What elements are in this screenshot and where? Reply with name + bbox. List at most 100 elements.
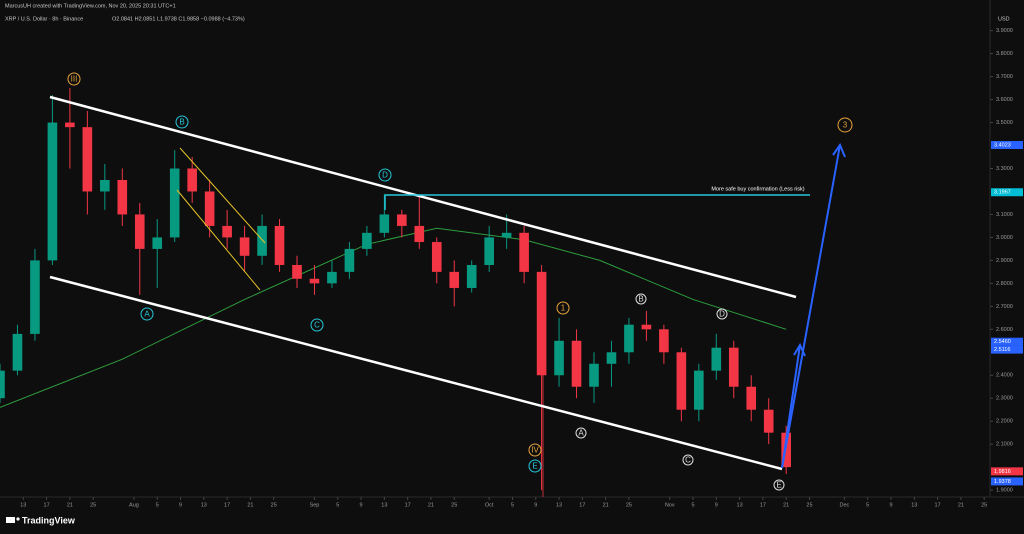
wedge-line — [179, 147, 266, 244]
x-tick-label: 25 — [806, 502, 812, 508]
logo[interactable]: TradingView — [6, 515, 76, 525]
wave-label: E — [532, 462, 537, 471]
x-tick-label: 17 — [935, 502, 941, 508]
x-tick-label: 21 — [603, 502, 609, 508]
price-label: 3.1967 — [994, 190, 1011, 196]
note: More safe buy confirmation (Less risk) — [711, 186, 804, 192]
candle-body — [711, 347, 722, 371]
candle-body — [100, 179, 110, 192]
wave-circle — [556, 301, 570, 315]
y-tick-label: 3.9000 — [996, 28, 1013, 34]
y-tick-label: 3.8000 — [996, 51, 1013, 57]
x-tick-label: 5 — [511, 502, 514, 508]
x-tick-label: Nov — [665, 502, 675, 508]
x-tick-label: 5 — [336, 502, 339, 508]
currency: USD — [998, 16, 1010, 22]
wave-label: D — [719, 310, 725, 319]
wave-label: C — [314, 321, 320, 330]
x-tick-label: 5 — [866, 502, 869, 508]
x-tick-label: 25 — [981, 502, 987, 508]
x-tick-label: 9 — [534, 502, 537, 508]
symbol: XRP / U.S. Dollar · 8h · Binance — [5, 16, 83, 22]
price-label: 1.9378 — [994, 479, 1011, 485]
y-tick-label: 2.9000 — [996, 258, 1013, 264]
candle-body — [134, 214, 145, 249]
wave-label: D — [382, 171, 388, 180]
wave-label: 1 — [561, 304, 566, 313]
arrow-head — [832, 142, 846, 158]
candle-body — [501, 232, 512, 238]
x-tick-label: 5 — [691, 502, 694, 508]
candle-body — [47, 122, 58, 261]
price-label-box — [991, 467, 1023, 476]
wave-circle — [837, 117, 853, 133]
y-tick-label: 3.3000 — [996, 166, 1013, 172]
candle-body — [676, 352, 687, 410]
wave-circle — [528, 443, 542, 457]
wave-label: III — [71, 75, 78, 84]
wave-circle — [773, 479, 785, 491]
candle-body — [449, 271, 460, 288]
price-label-box — [991, 477, 1023, 486]
y-tick-label: 3.1000 — [996, 212, 1013, 218]
x-tick-label: 9 — [715, 502, 718, 508]
y-tick-label: 3.0000 — [996, 235, 1013, 241]
candle-body — [204, 191, 215, 226]
candle-body — [431, 242, 442, 272]
x-tick-label: 13 — [201, 502, 207, 508]
wave-circle — [378, 168, 392, 182]
x-tick-label: 25 — [90, 502, 96, 508]
candle-body — [484, 237, 494, 265]
price-label-box — [991, 337, 1023, 346]
candle-body — [466, 264, 477, 288]
y-tick-label: 3.5000 — [996, 120, 1013, 126]
candle-body — [554, 340, 564, 376]
x-tick-label: 21 — [783, 502, 789, 508]
x-tick-label: 13 — [20, 502, 26, 508]
candle-body — [362, 232, 372, 249]
credit: MarcusUH created with TradingView.com, N… — [5, 3, 176, 9]
y-tick-label: 2.7000 — [996, 304, 1013, 310]
candle-body — [257, 225, 267, 256]
candle-body — [571, 340, 582, 387]
wave-circle — [635, 293, 647, 305]
candle-body — [274, 225, 285, 265]
x-tick-label: 9 — [179, 502, 182, 508]
candle-body — [641, 324, 652, 330]
price-label: 2.5116 — [994, 347, 1010, 353]
wave-circle — [716, 308, 728, 320]
x-tick-label: Aug — [129, 502, 139, 508]
wave-circle — [682, 454, 694, 466]
wave-label: A — [144, 310, 150, 319]
candle-body — [606, 352, 617, 364]
wave-circle — [310, 318, 324, 332]
wave-circle — [175, 115, 189, 129]
x-tick-label: 9 — [889, 502, 892, 508]
candle-body — [414, 225, 425, 243]
price-label: 3.4023 — [994, 142, 1011, 148]
candle-body — [0, 370, 5, 399]
y-tick-label: 2.6000 — [996, 327, 1013, 333]
x-tick-label: 21 — [247, 502, 253, 508]
x-tick-label: 21 — [958, 502, 964, 508]
candle-body — [169, 168, 180, 238]
ohlc: O2.0841 H2.0851 L1.9738 C1.9858 −0.0988 … — [112, 16, 245, 22]
price-label: 1.9816 — [994, 469, 1011, 475]
candle-body — [292, 264, 302, 279]
candle-body — [327, 271, 337, 284]
projection-arrow — [781, 144, 841, 469]
wave-label: B — [638, 295, 643, 304]
x-tick-label: 25 — [451, 502, 457, 508]
candle-body — [379, 214, 390, 233]
wave-circle — [67, 72, 81, 86]
candle-body — [309, 278, 320, 284]
y-tick-label: 2.3000 — [996, 396, 1013, 402]
candle-body — [694, 370, 704, 410]
candle-body — [659, 329, 669, 353]
upper-channel-line — [49, 95, 797, 299]
x-tick-label: 17 — [44, 502, 50, 508]
logo-mark — [6, 517, 15, 523]
wave-label: B — [179, 118, 184, 127]
x-tick-label: 21 — [67, 502, 73, 508]
